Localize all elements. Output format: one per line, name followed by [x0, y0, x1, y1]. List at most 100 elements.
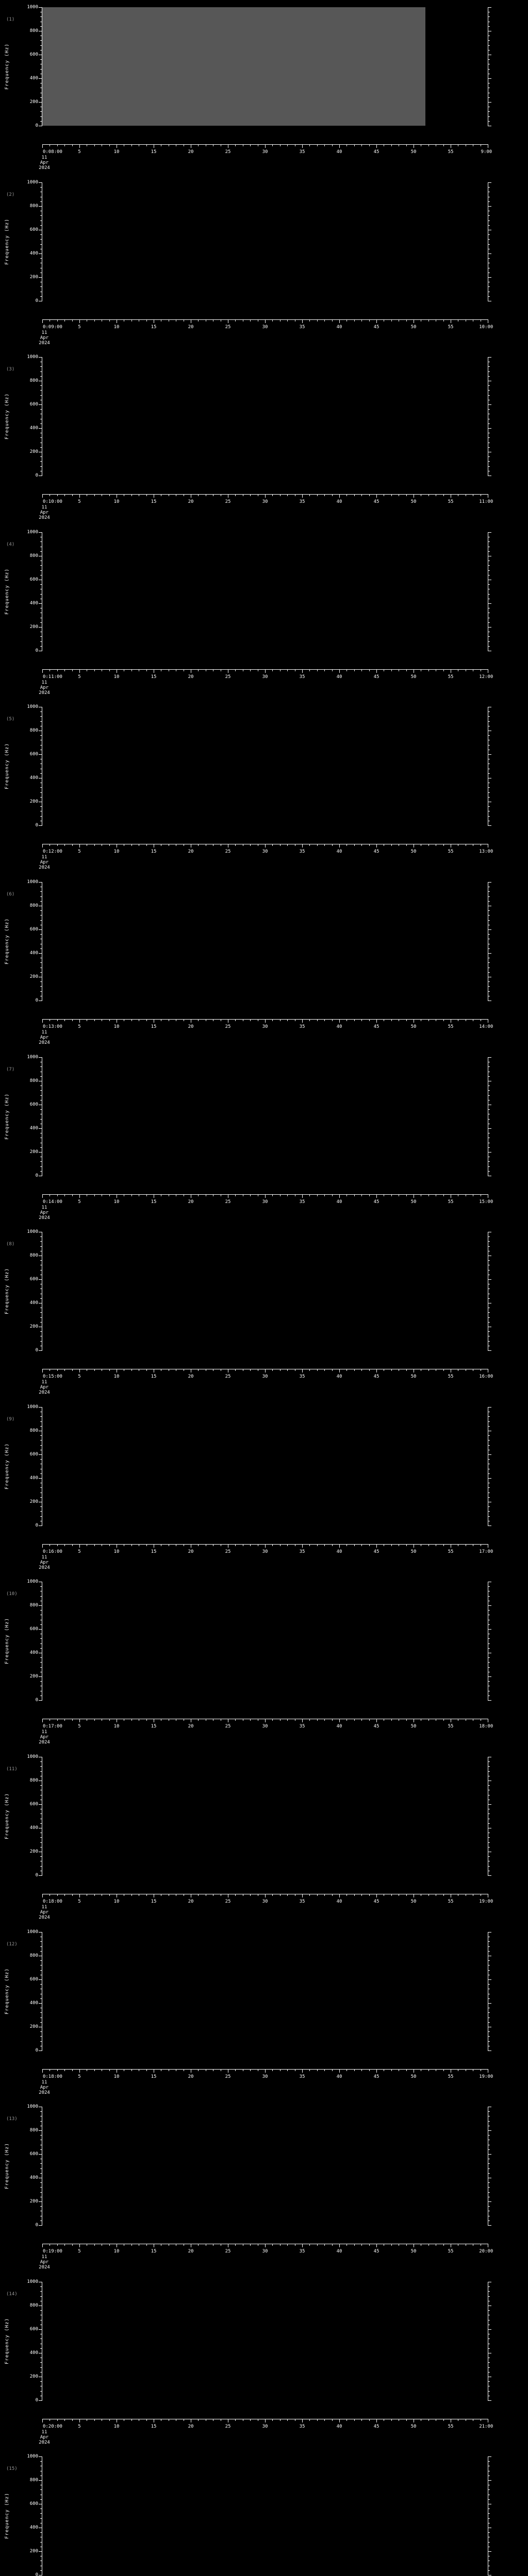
panel-number: (14) — [6, 2291, 18, 2297]
y-tick-label: 800 — [29, 1778, 38, 1783]
x-tick-label: 5 — [78, 1374, 81, 1380]
panel-number: (15) — [6, 2466, 18, 2472]
y-tick-label: 600 — [29, 577, 38, 582]
y-tick-label: 600 — [29, 927, 38, 932]
x-tick-label: 40 — [336, 324, 342, 330]
x-tick-label: 25 — [225, 2074, 231, 2079]
x-tick-label: 40 — [336, 1199, 342, 1205]
plot-area[interactable] — [42, 357, 488, 476]
x-tick-label: 50 — [410, 1374, 417, 1380]
x-tick-labels: 0:14:00 5 10 15 20 25 30 35 40 45 50 55 15:00 — [0, 1199, 528, 1206]
x-tick-label: 30 — [262, 1549, 268, 1554]
x-tick-label: 50 — [410, 499, 417, 505]
x-tick-label: 40 — [336, 149, 342, 155]
plot-area[interactable] — [42, 1582, 488, 1701]
x-tick-label: 25 — [225, 2424, 231, 2429]
x-tick-label: 20 — [188, 1199, 194, 1205]
spectrogram-panel: 0 200 400 600 800 1000 Frequency (Hz) (5) 0:12:0… — [0, 705, 528, 882]
x-tick-label: 5 — [78, 2074, 81, 2079]
y-tick-label: 200 — [29, 99, 38, 105]
x-tick-label: 55 — [448, 1724, 454, 1730]
date-stamp: 11 Apr 2024 — [39, 1730, 50, 1745]
y-tick-label: 0 — [35, 1698, 38, 1703]
date-stamp: 11 Apr 2024 — [39, 330, 50, 346]
x-tick-label: 30 — [262, 149, 268, 155]
spectrogram-panel: 0 200 400 600 800 1000 Frequency (Hz) (13) 0:19:… — [0, 2105, 528, 2282]
plot-area[interactable] — [42, 2281, 488, 2400]
plot-area[interactable] — [42, 1057, 488, 1176]
x-tick-label: 45 — [373, 1374, 380, 1380]
y-axis-title: Frequency (Hz) — [5, 393, 10, 440]
x-tick-label: 15 — [151, 1724, 157, 1730]
x-tick-label: 10 — [113, 149, 120, 155]
x-tick-label: 35 — [299, 499, 305, 505]
x-tick-label: 30 — [262, 1724, 268, 1730]
plot-area[interactable] — [42, 1931, 488, 2050]
x-tick-label: 45 — [373, 2249, 380, 2255]
date-stamp: 11 Apr 2024 — [39, 2080, 50, 2095]
y-axis-title: Frequency (Hz) — [5, 2493, 10, 2539]
x-tick-label: 5 — [78, 2424, 81, 2429]
y-tick-labels: 0 200 400 600 800 1000 — [0, 1929, 40, 2053]
y-axis-title: Frequency (Hz) — [5, 1793, 10, 1839]
x-tick-label: 10 — [113, 849, 120, 855]
y-tick-label: 0 — [35, 1873, 38, 1878]
date-stamp-line: 2024 — [39, 2439, 50, 2445]
x-tick-label: 5 — [78, 499, 81, 505]
plot-area[interactable] — [42, 1757, 488, 1875]
plot-area[interactable] — [42, 2107, 488, 2226]
x-tick-label: 55 — [448, 849, 454, 855]
plot-area[interactable] — [42, 2456, 488, 2575]
spectrogram-panel: 0 200 400 600 800 1000 Frequency (Hz) (14) 0:20:… — [0, 2279, 528, 2457]
panel-number: (12) — [6, 1941, 18, 1947]
y-tick-label: 600 — [29, 227, 38, 232]
x-tick-label: 15 — [151, 149, 157, 155]
x-tick-label: 5 — [78, 849, 81, 855]
y-tick-label: 400 — [29, 250, 38, 256]
plot-area[interactable] — [42, 882, 488, 1001]
x-tick-label: 15 — [151, 674, 157, 680]
x-end-label: 19:00 — [479, 2074, 493, 2079]
y-tick-labels: 0 200 400 600 800 1000 — [0, 355, 40, 478]
plot-area[interactable] — [42, 1406, 488, 1526]
date-stamp: 11 Apr 2024 — [39, 1030, 50, 1045]
y-tick-label: 200 — [29, 1149, 38, 1155]
date-stamp-line: 11 — [41, 1730, 47, 1735]
x-end-label: 9:00 — [481, 149, 492, 155]
date-stamp-line: Apr — [40, 510, 49, 516]
y-tick-label: 400 — [29, 775, 38, 781]
y-tick-labels: 0 200 400 600 800 1000 — [0, 2105, 40, 2228]
x-tick-label: 15 — [151, 2424, 157, 2429]
plot-area[interactable] — [42, 707, 488, 826]
date-stamp: 11 Apr 2024 — [39, 1380, 50, 1395]
y-tick-label: 400 — [29, 2525, 38, 2531]
y-tick-label: 800 — [29, 1603, 38, 1608]
x-tick-label: 20 — [188, 674, 194, 680]
y-tick-label: 0 — [35, 123, 38, 128]
x-tick-label: 20 — [188, 1899, 194, 1904]
spectrogram-panel: 0 200 400 600 800 1000 Frequency (Hz) (12) 0:18:… — [0, 1929, 528, 2107]
x-end-label: 19:00 — [479, 1899, 493, 1904]
y-tick-label: 0 — [35, 1173, 38, 1178]
x-tick-label: 50 — [410, 2249, 417, 2255]
x-tick-label: 30 — [262, 499, 268, 505]
x-tick-label: 5 — [78, 1899, 81, 1904]
y-tick-label: 600 — [29, 2326, 38, 2332]
y-tick-label: 600 — [29, 1626, 38, 1632]
y-tick-label: 1000 — [27, 179, 38, 185]
plot-area[interactable] — [42, 7, 425, 126]
date-stamp: 11 Apr 2024 — [39, 680, 50, 696]
plot-area[interactable] — [42, 182, 488, 301]
plot-area[interactable] — [42, 1232, 488, 1351]
x-tick-label: 10 — [113, 2424, 120, 2429]
x-tick-label: 30 — [262, 2074, 268, 2079]
x-tick-labels: 0:16:00 5 10 15 20 25 30 35 40 45 50 55 17:00 — [0, 1549, 528, 1555]
y-tick-label: 1000 — [27, 1754, 38, 1759]
y-tick-label: 600 — [29, 752, 38, 757]
date-stamp-line: Apr — [40, 2084, 49, 2090]
x-start-label: 0:18:00 — [42, 2074, 62, 2079]
y-tick-label: 200 — [29, 799, 38, 805]
y-tick-label: 400 — [29, 1650, 38, 1656]
plot-area[interactable] — [42, 532, 488, 651]
